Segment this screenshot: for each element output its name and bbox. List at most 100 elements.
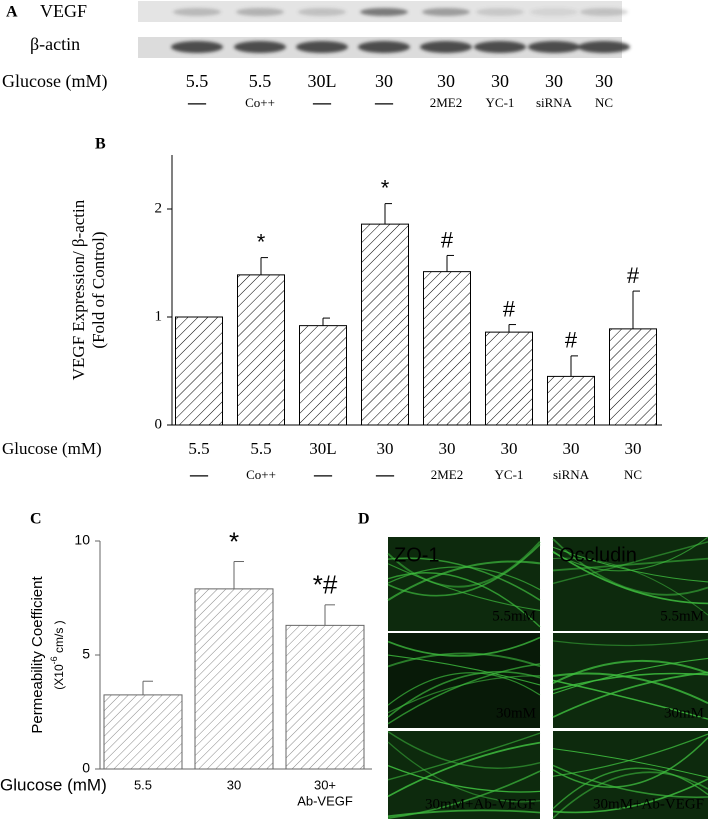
y-tick-label: 5 <box>82 646 90 662</box>
band <box>298 8 346 16</box>
lane-label: 30 <box>595 71 613 91</box>
lane-treatment: 2ME2 <box>430 95 463 110</box>
micrograph <box>553 537 708 631</box>
x-tick-label: 30 <box>377 439 394 458</box>
micrograph-label: 30mM+Ab-VEGF <box>425 796 536 812</box>
fluorescence <box>387 541 541 588</box>
band <box>420 41 472 53</box>
fluorescence <box>387 636 541 657</box>
lane-label: 30 <box>375 71 393 91</box>
lane-label: 5.5 <box>249 71 272 91</box>
x-tick-sublabel: — <box>375 464 395 484</box>
band <box>358 41 410 53</box>
micrograph <box>388 537 540 631</box>
band <box>360 8 408 16</box>
annotation: *# <box>313 570 338 600</box>
panel-a: A VEGF β-actin Glucose (mM) 5.5 — 5.5 Co++ 3… <box>2 1 630 112</box>
band <box>580 8 628 16</box>
lane-treatment: Co++ <box>245 95 275 110</box>
annotation: # <box>565 328 578 353</box>
annotation: * <box>257 229 266 254</box>
y-tick-label: 0 <box>82 760 90 776</box>
charts: B 0 1 2 VEGF Expression/ β-actin (Fold of Con… <box>0 136 662 808</box>
fluorescence <box>552 764 708 799</box>
band <box>296 41 348 53</box>
fluorescence <box>552 538 708 596</box>
panel-label: D <box>358 511 370 528</box>
micrographs: 5.5mM 30mM 30mM+Ab-VEGF 5.5mM 30mM 30mM+Ab-VE… <box>387 536 708 819</box>
lane-treatment: NC <box>595 95 613 110</box>
micrograph <box>553 731 708 819</box>
fluorescence <box>387 654 541 686</box>
x-tick-label: 5.5 <box>134 777 152 792</box>
annotation: # <box>441 227 454 252</box>
fluorescence <box>387 563 541 611</box>
x-tick-label: 30 <box>563 439 580 458</box>
blot-bands <box>171 8 630 53</box>
panel-label: B <box>95 136 106 153</box>
band <box>578 41 630 53</box>
bar <box>609 328 657 426</box>
fluorescence <box>387 560 541 601</box>
x-tick-label: 5.5 <box>188 439 209 458</box>
panel-d: D 5.5mM 30mM 30mM+Ab-VEGF 5.5mM 30mM 30mM+Ab-… <box>358 511 708 819</box>
y-tick-label: 10 <box>74 532 90 548</box>
lane-labels: 5.5—5.5Co++30L—30—302ME230YC-130siRNA30N… <box>186 71 613 112</box>
column-label: Occludin <box>559 544 637 566</box>
lane-treatment: siRNA <box>536 95 573 110</box>
fluorescence <box>552 679 708 720</box>
x-tick-sublabel: Ab-VEGF <box>297 793 353 808</box>
y-label-part: (X10 <box>52 664 66 690</box>
lane-label: 30 <box>491 71 509 91</box>
y-label: Permeability Coefficient <box>29 576 46 734</box>
fluorescence <box>387 675 541 714</box>
bar <box>285 624 365 770</box>
lane-treatment: — <box>312 92 332 112</box>
row-label: β-actin <box>30 34 80 54</box>
bar <box>299 325 347 426</box>
annotation: * <box>229 526 239 556</box>
fluorescence <box>552 778 708 814</box>
bar <box>423 271 471 426</box>
y-label: (Fold of Control) <box>89 231 108 348</box>
y-tick-label: 1 <box>155 308 163 324</box>
y-tick-label: 0 <box>155 416 163 432</box>
panel-label: A <box>6 4 18 21</box>
x-tick-label: 30 <box>439 439 456 458</box>
band <box>530 8 578 16</box>
x-tick-sublabel: NC <box>624 467 642 482</box>
fluorescence <box>387 732 541 781</box>
micrograph-label: 30mM+Ab-VEGF <box>593 796 704 812</box>
fluorescence <box>552 771 708 819</box>
x-tick-sublabel: — <box>189 464 209 484</box>
fluorescence <box>387 809 541 818</box>
fluorescence <box>387 731 541 769</box>
fluorescence <box>387 652 541 668</box>
band <box>236 8 284 16</box>
row-label: VEGF <box>40 1 87 21</box>
x-tick-sublabel: — <box>313 464 333 484</box>
x-label: Glucose (mM) <box>0 775 107 794</box>
band <box>234 41 286 53</box>
x-tick-sublabel: 2ME2 <box>431 467 464 482</box>
x-label: Glucose (mM) <box>2 71 107 92</box>
fluorescence <box>387 557 541 601</box>
x-tick-sublabel: Co++ <box>246 467 276 482</box>
fluorescence <box>387 741 541 803</box>
band <box>474 41 526 53</box>
band <box>422 8 470 16</box>
lane-label: 30L <box>308 71 337 91</box>
annotation: # <box>503 296 516 321</box>
lane-treatment: — <box>374 92 394 112</box>
y-label-unit: (X10-6 cm/s ) <box>49 620 66 689</box>
x-label: Glucose (mM) <box>2 439 102 458</box>
band <box>528 41 580 53</box>
lane-treatment: YC-1 <box>486 95 515 110</box>
lane-label: 5.5 <box>186 71 209 91</box>
fluorescence <box>552 657 708 695</box>
fluorescence <box>552 733 708 777</box>
bar <box>237 274 285 426</box>
x-tick-label: 30 <box>227 777 241 792</box>
fluorescence <box>387 765 541 793</box>
